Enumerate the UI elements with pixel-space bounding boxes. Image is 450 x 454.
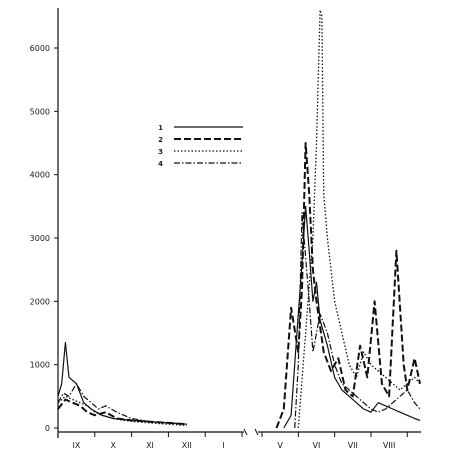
y-tick-label: 6000 <box>30 44 50 53</box>
y-tick-label: 1000 <box>30 361 50 370</box>
series-4-line-panel2 <box>294 212 421 429</box>
x-month-label: VII <box>348 441 358 450</box>
legend-label: 2 <box>158 136 163 144</box>
x-month-label: X <box>110 441 116 450</box>
y-tick-label: 4000 <box>30 171 50 180</box>
series-2-line-panel2 <box>275 142 421 429</box>
series-lines <box>57 9 421 429</box>
x-month-label: VI <box>313 441 321 450</box>
x-axis-month-ticks: IX X XI XII I V VI VII VIII <box>57 432 408 450</box>
series-2-line-panel1 <box>57 398 187 426</box>
legend-label: 3 <box>158 148 163 156</box>
x-month-label: IX <box>72 441 80 450</box>
x-month-label: V <box>277 441 283 450</box>
y-tick-label: 3000 <box>30 234 50 243</box>
y-tick-label: 0 <box>45 424 50 433</box>
x-month-label: VIII <box>383 441 396 450</box>
x-month-label: I <box>222 441 224 450</box>
series-3-line-panel2 <box>297 9 421 429</box>
y-tick-label: 5000 <box>30 107 50 116</box>
x-month-label: XI <box>146 441 154 450</box>
legend-label: 4 <box>158 160 163 168</box>
series-4-line-panel1 <box>57 383 187 425</box>
legend-label: 1 <box>158 124 163 132</box>
y-axis-ticks: 0 1000 2000 3000 4000 5000 6000 <box>30 44 58 433</box>
x-month-label: XII <box>182 441 192 450</box>
axis-break-mark <box>254 428 259 436</box>
y-tick-label: 2000 <box>30 297 50 306</box>
legend: 1 2 3 4 <box>158 124 243 168</box>
axis-break-mark <box>243 428 248 436</box>
series-3-line-panel1 <box>57 395 187 427</box>
chart-axes <box>57 8 421 438</box>
series-1-line-panel1 <box>57 341 187 425</box>
